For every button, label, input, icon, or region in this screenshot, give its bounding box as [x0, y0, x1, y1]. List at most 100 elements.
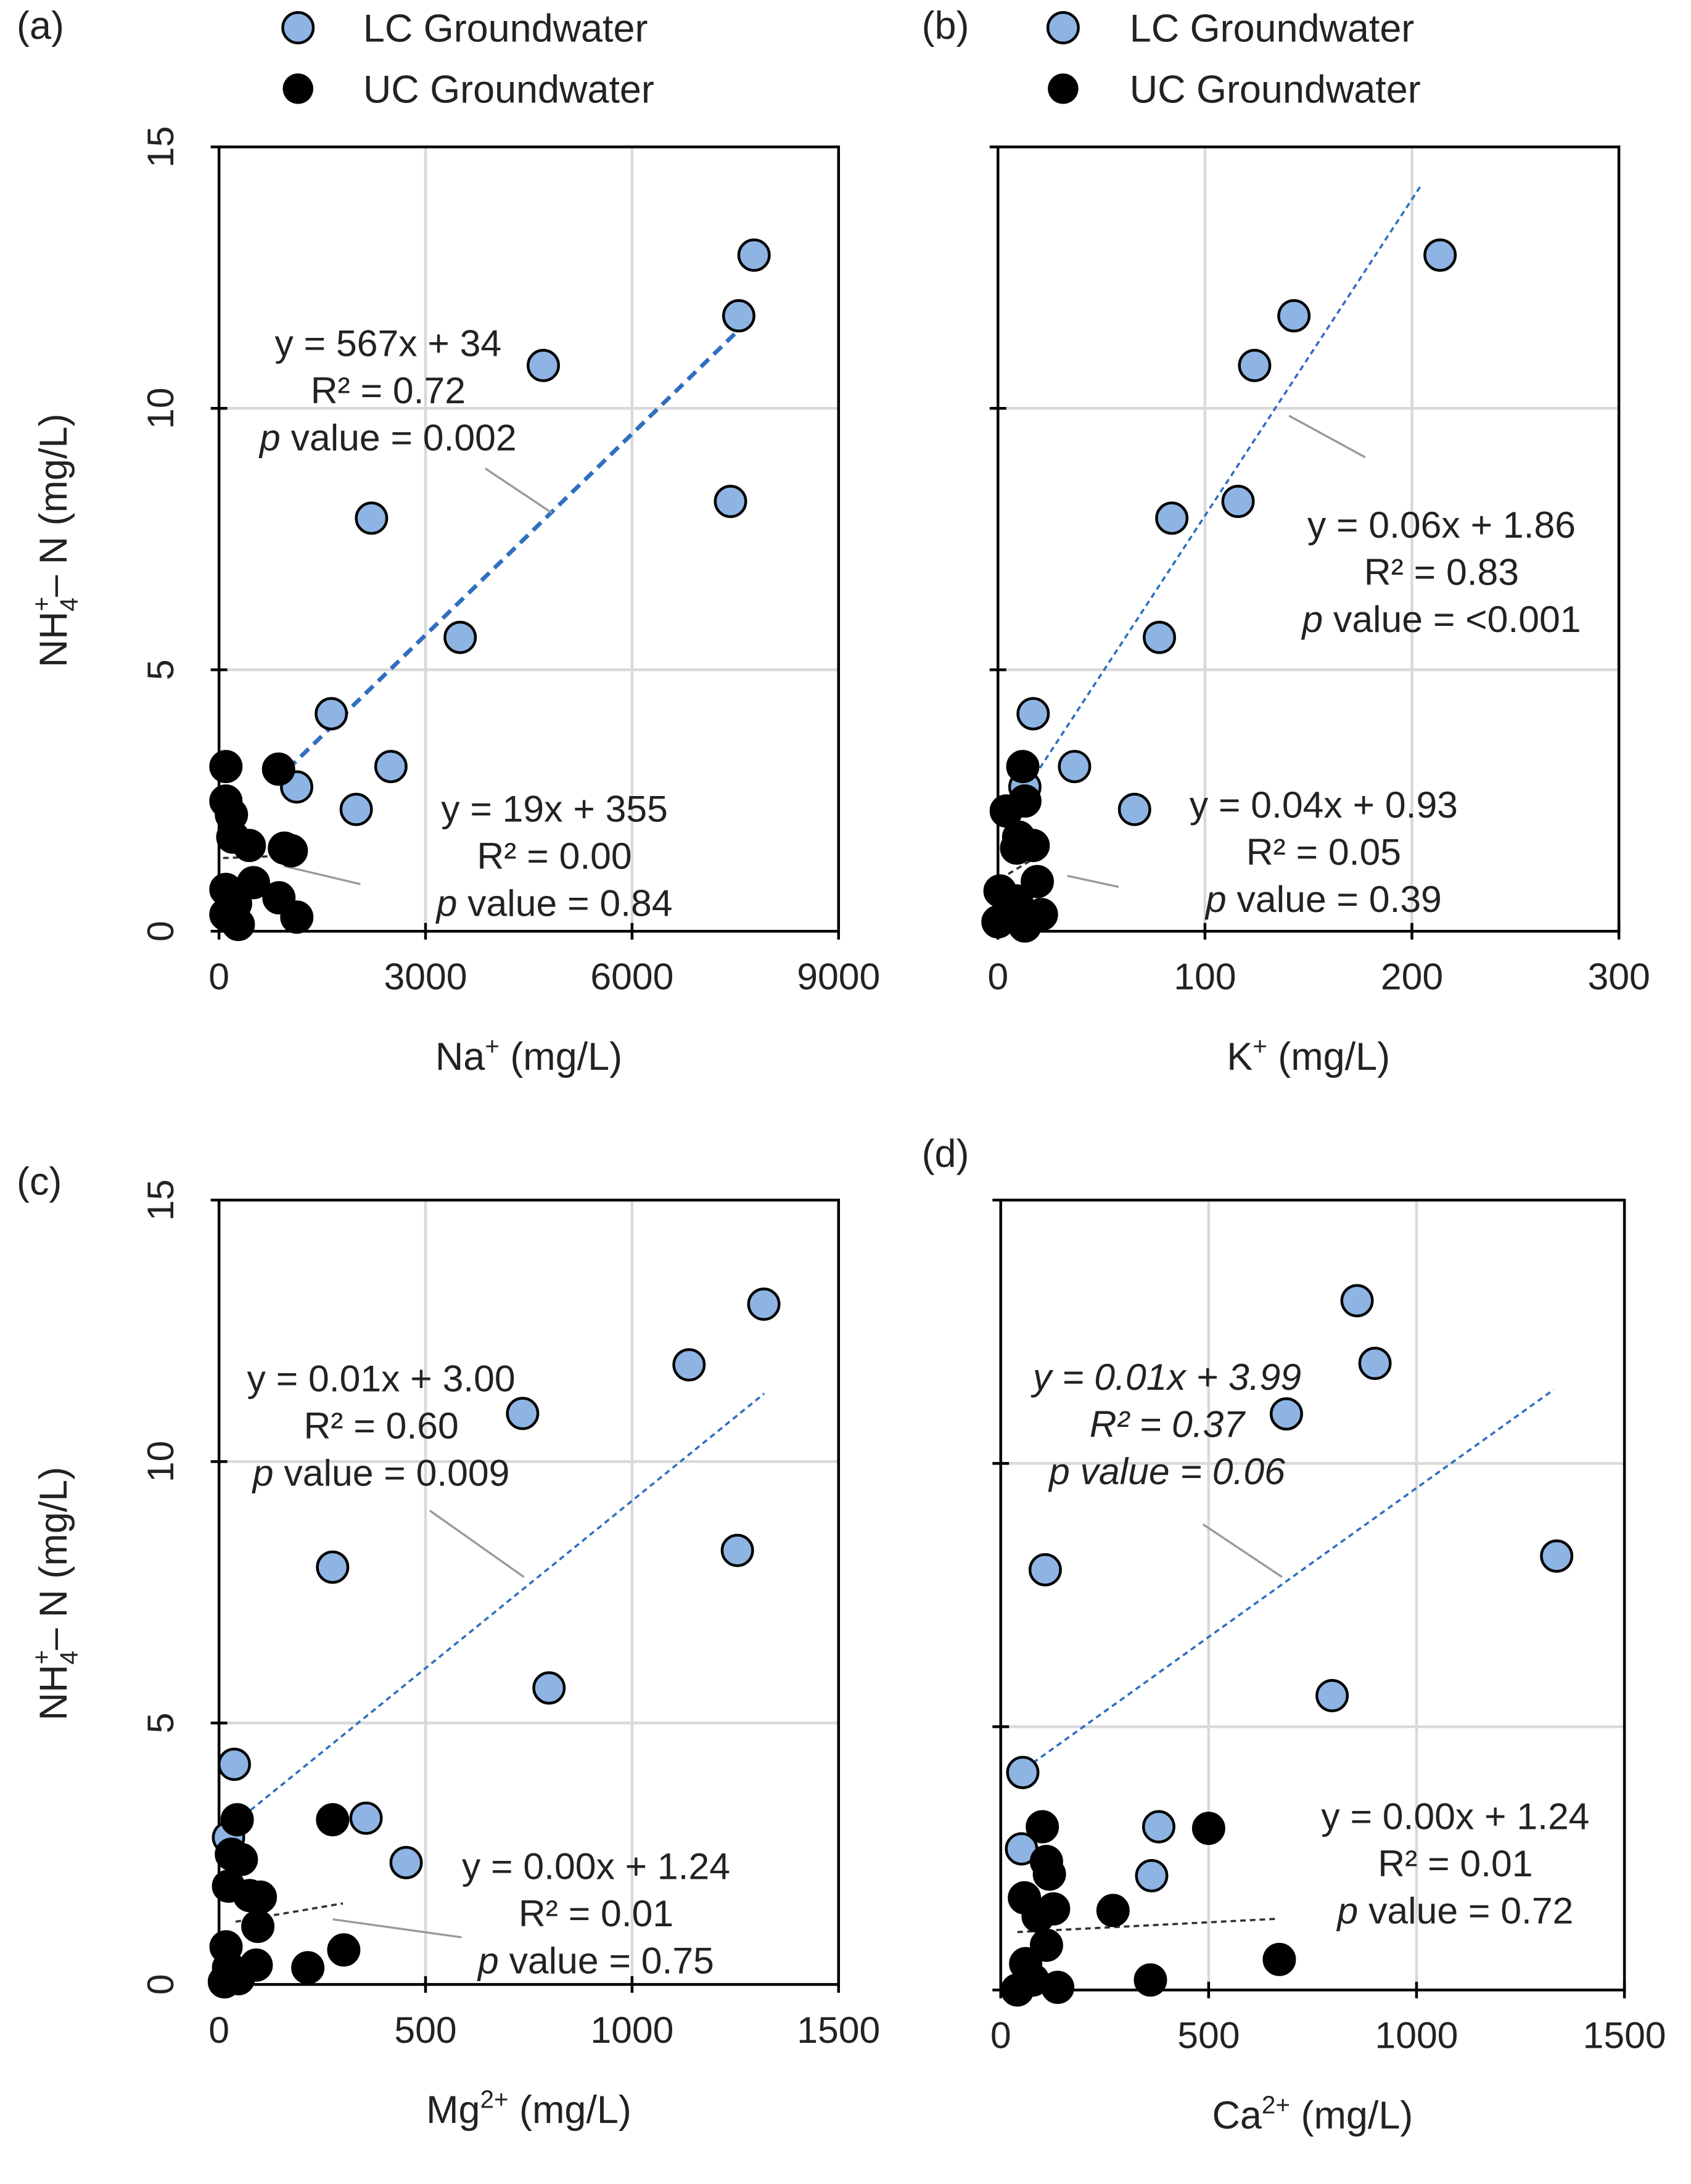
- x-tick-label: 1500: [797, 2009, 880, 2051]
- lc-data-point: [1143, 620, 1176, 654]
- regression-annotation: y = 19x + 355 R² = 0.00 p value = 0.84: [435, 788, 673, 924]
- y-tick-label: 15: [139, 1180, 181, 1221]
- legend-uc-marker-icon: [1048, 73, 1079, 104]
- p-value: p value = 0.06: [1048, 1450, 1285, 1492]
- y-axis-label: NH4+– N (mg/L): [27, 1467, 83, 1721]
- uc-data-point: [1006, 750, 1040, 784]
- p-symbol: p: [477, 1939, 499, 1981]
- legend-lc-marker-icon: [1046, 10, 1080, 44]
- lc-data-point: [1006, 1755, 1040, 1789]
- x-tick-label: 1000: [590, 2009, 673, 2051]
- p-value-text: value = 0.002: [281, 416, 517, 458]
- p-value-text: value = 0.009: [274, 1451, 510, 1493]
- uc-data-point: [1032, 1857, 1066, 1891]
- lc-trendline: [1016, 1389, 1555, 1775]
- lc-trendline: [286, 328, 741, 771]
- lc-data-point: [1016, 697, 1050, 731]
- lc-data-point: [1117, 792, 1151, 826]
- p-value: p value = 0.009: [252, 1451, 510, 1493]
- x-tick-label: 0: [990, 2014, 1011, 2056]
- regression-equation: y = 567x + 34: [274, 322, 501, 364]
- x-tick-label: 1500: [1583, 2014, 1666, 2056]
- r-squared: R² = 0.72: [311, 369, 466, 411]
- annotation-leader-line: [484, 467, 553, 514]
- annotation-leader-line: [1202, 1523, 1283, 1578]
- r-squared: R² = 0.37: [1090, 1403, 1246, 1445]
- uc-data-point: [1191, 1812, 1225, 1845]
- x-axis-label-base: Na: [435, 1035, 485, 1078]
- y-axis-label-base: NH: [32, 611, 75, 667]
- regression-annotation: y = 0.04x + 0.93 R² = 0.05 p value = 0.39: [1190, 784, 1458, 920]
- x-axis-label-rest: (mg/L): [1290, 2094, 1413, 2137]
- regression-annotation: y = 567x + 34 R² = 0.72 p value = 0.002: [258, 322, 517, 459]
- regression-annotation: y = 0.01x + 3.99 R² = 0.37 p value = 0.06: [1031, 1356, 1301, 1492]
- regression-annotation: y = 0.00x + 1.24 R² = 0.01 p value = 0.75: [462, 1845, 730, 1982]
- uc-data-point: [232, 829, 266, 863]
- x-axis-label: K+ (mg/L): [1227, 1032, 1390, 1078]
- lc-data-point: [217, 1747, 251, 1781]
- panel-b: (b) LC Groundwater UC Groundwater 0 100 200 30…: [922, 4, 1650, 1078]
- x-axis-label: Na+ (mg/L): [435, 1032, 622, 1078]
- legend-lc-label: LC Groundwater: [1130, 7, 1415, 50]
- lc-data-point: [1358, 1347, 1392, 1381]
- uc-data-point: [221, 908, 255, 942]
- y-axis-label-sub: 4: [55, 597, 83, 612]
- panel-label: (a): [17, 4, 64, 47]
- annotation-leader-line: [1067, 874, 1119, 889]
- uc-data-point: [1262, 1942, 1296, 1976]
- legend-uc-label: UC Groundwater: [1130, 68, 1421, 111]
- regression-equation: y = 0.01x + 3.99: [1031, 1356, 1301, 1398]
- x-axis-label: Ca2+ (mg/L): [1212, 2090, 1413, 2137]
- uc-data-point: [1026, 1810, 1059, 1844]
- x-tick-label: 6000: [590, 956, 673, 998]
- uc-data-point: [280, 900, 314, 934]
- plot-frame: [217, 145, 841, 933]
- annotation-leader-line: [1288, 414, 1366, 459]
- x-axis-label-rest: (mg/L): [1267, 1035, 1390, 1078]
- uc-data-point: [316, 1803, 350, 1837]
- uc-data-point: [209, 750, 243, 784]
- annotation-leader-line: [284, 865, 361, 885]
- x-tick-label: 0: [208, 956, 229, 998]
- r-squared: R² = 0.01: [519, 1892, 673, 1934]
- plot-frame: [996, 145, 1621, 933]
- lc-data-point: [1155, 501, 1189, 535]
- uc-data-point: [1008, 909, 1042, 943]
- x-tick-label: 100: [1174, 956, 1236, 998]
- x-axis-label-sup: 2+: [1262, 2090, 1290, 2119]
- lc-data-point: [737, 238, 771, 272]
- uc-data-point: [207, 1965, 241, 1999]
- plot-frame: [999, 1199, 1626, 1992]
- p-value-text: value = 0.39: [1227, 878, 1442, 920]
- uc-data-point: [220, 1803, 254, 1837]
- p-symbol: p: [435, 882, 458, 924]
- lc-data-point: [722, 299, 755, 333]
- uc-data-point: [291, 1951, 325, 1985]
- x-tick-label: 0: [208, 2009, 229, 2051]
- lc-data-point: [747, 1287, 781, 1321]
- x-tick-label: 500: [1177, 2014, 1240, 2056]
- r-squared: R² = 0.00: [477, 835, 632, 877]
- lc-data-point: [339, 792, 373, 826]
- p-value: p value = 0.39: [1204, 878, 1442, 920]
- annotation-leader-line: [332, 1918, 462, 1939]
- uc-data-point: [1096, 1894, 1130, 1927]
- x-axis-label-base: Ca: [1212, 2094, 1262, 2137]
- r-squared: R² = 0.60: [303, 1405, 458, 1447]
- regression-equation: y = 0.04x + 0.93: [1190, 784, 1458, 826]
- x-tick-label: 9000: [797, 956, 880, 998]
- x-tick-label: 300: [1587, 956, 1650, 998]
- regression-equation: y = 0.00x + 1.24: [1321, 1796, 1589, 1837]
- uc-data-point: [274, 834, 308, 868]
- lc-data-point: [1315, 1678, 1349, 1712]
- lc-data-point: [374, 750, 408, 784]
- p-value-text: value = <0.001: [1323, 598, 1581, 640]
- p-value: p value = <0.001: [1301, 598, 1581, 640]
- r-squared: R² = 0.83: [1364, 551, 1519, 593]
- lc-data-point: [1028, 1553, 1062, 1587]
- y-axis-label-sub: 4: [55, 1651, 83, 1665]
- lc-data-point: [389, 1845, 423, 1879]
- x-axis-label-sup: +: [485, 1032, 500, 1060]
